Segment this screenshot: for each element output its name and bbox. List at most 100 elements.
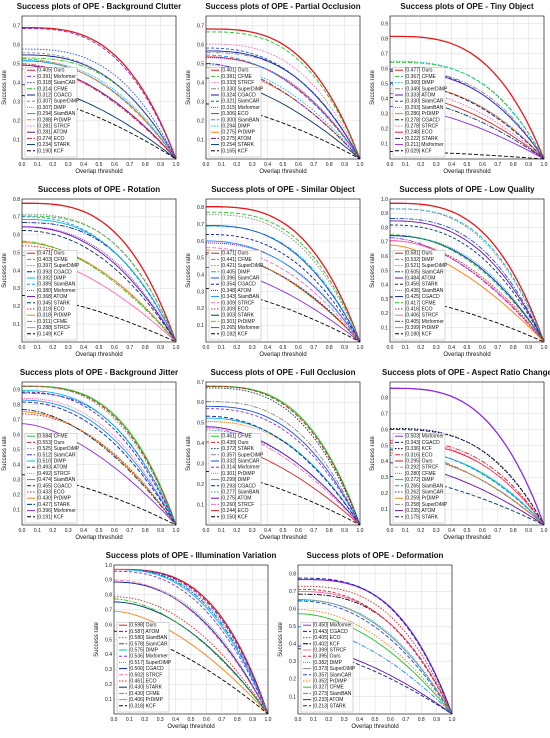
x-tick-label: 1.0	[357, 345, 364, 351]
x-tick-label: 0.4	[264, 345, 271, 351]
series-line	[206, 233, 361, 343]
y-tick-label: 0.2	[13, 304, 20, 310]
x-tick-label: 0.6	[295, 162, 302, 168]
x-axis-label: Overlap threshold	[75, 352, 122, 358]
y-tick-label: 0.4	[13, 463, 20, 469]
x-tick-label: 0.2	[325, 717, 332, 723]
y-tick-label: 0.7	[197, 23, 204, 29]
legend-entry: [0.165] KCF	[221, 148, 248, 154]
series-line	[22, 392, 177, 526]
legend-entry: [0.395] Ours	[313, 654, 341, 660]
x-tick-label: 1.0	[541, 162, 548, 168]
x-tick-label: 0.0	[19, 345, 26, 351]
y-tick-label: 0.6	[381, 427, 388, 433]
legend-entry: [0.405] Ours	[37, 68, 65, 74]
y-tick-label: 0.7	[13, 23, 20, 29]
y-axis-label: Success rate	[370, 252, 376, 287]
y-axis-label: Success rate	[278, 621, 284, 656]
series-line	[390, 220, 545, 343]
legend-entry: [0.275] ATOM	[221, 496, 251, 502]
y-tick-label: 0.4	[289, 642, 296, 648]
y-tick-label: 0.1	[381, 326, 388, 332]
legend-entry: [0.318] PrDiMP	[37, 313, 72, 319]
plot-frame	[205, 381, 361, 526]
chart-panel: Success plots of OPE - Illumination Vari…	[94, 551, 276, 730]
x-axis-label: Overlap threshold	[443, 169, 490, 175]
legend-entry: [0.327] CFME	[313, 685, 345, 691]
y-tick-label: 0.7	[197, 380, 204, 386]
series-line	[21, 399, 177, 526]
legend-entry: [0.343] SiamBAN	[221, 294, 260, 300]
y-tick-label: 0.5	[105, 637, 112, 643]
x-tick-label: 0.5	[280, 528, 287, 534]
series-line	[206, 385, 361, 526]
legend-entry: [0.450] Mixformer	[313, 623, 352, 629]
legend-entry: [0.396] Mixformer	[37, 508, 76, 514]
legend-entry: [0.456] STARK	[405, 282, 439, 288]
legend-entry: [0.248] ECO	[405, 130, 433, 136]
y-tick-label: 0.2	[197, 119, 204, 125]
x-tick-label: 0.0	[203, 162, 210, 168]
legend-entry: [0.330] SuperDiMP	[221, 86, 264, 92]
y-tick-label: 0.1	[381, 507, 388, 513]
chart-panel: Success plots of OPE - Background Jitter…	[2, 368, 180, 541]
x-tick-label: 0.3	[249, 162, 256, 168]
series-line	[113, 610, 269, 715]
y-tick-label: 0.3	[13, 478, 20, 484]
series-line	[21, 216, 177, 343]
y-tick-label: 0.1	[197, 502, 204, 508]
series-line	[206, 415, 361, 526]
x-tick-label: 0.1	[402, 345, 409, 351]
plot-frame	[205, 198, 361, 343]
x-tick-label: 0.7	[494, 345, 501, 351]
series-line	[390, 235, 545, 343]
legend-entry: [0.492] STRCF	[37, 471, 70, 477]
y-tick-label: 0.5	[197, 61, 204, 67]
legend-entry: [0.512] SiamCAR	[37, 452, 76, 458]
series-line	[390, 60, 545, 160]
y-tick-label: 0.1	[289, 694, 296, 700]
legend-entry: [0.506] CGACD	[129, 666, 164, 672]
legend-entry: [0.244] ECO	[221, 508, 249, 514]
legend-entry: [0.477] Ours	[405, 68, 433, 74]
series-line	[389, 237, 545, 343]
y-tick-label: 0.8	[381, 225, 388, 231]
y-tick-label: 0.6	[289, 607, 296, 613]
y-tick-label: 0.3	[13, 100, 20, 106]
y-tick-label: 0.1	[197, 138, 204, 144]
series-line	[22, 202, 177, 343]
y-tick-label: 0.2	[13, 119, 20, 125]
legend-entry: [0.294] SiamBAN	[37, 111, 76, 117]
series-line	[206, 47, 361, 160]
x-tick-label: 0.6	[203, 717, 210, 723]
legend-entry: [0.436] SiamBAN	[405, 288, 444, 294]
legend-entry: [0.311] CFME	[37, 319, 68, 325]
legend-entry: [0.405] Mixformer	[405, 319, 444, 325]
x-tick-label: 0.8	[418, 717, 425, 723]
x-tick-label: 0.8	[326, 345, 333, 351]
x-tick-label: 0.3	[249, 345, 256, 351]
chart-title: Success plots of OPE - Deformation	[307, 551, 444, 560]
legend-entry: [0.405] DiMP	[221, 269, 251, 275]
x-tick-label: 0.0	[111, 717, 118, 723]
x-tick-label: 0.8	[510, 162, 517, 168]
legend-entry: [0.286] PrDiMP	[405, 111, 440, 117]
chart-title: Success plots of OPE - Partial Occlusion	[205, 2, 360, 11]
x-axis-label: Overlap threshold	[75, 535, 122, 541]
legend-entry: [0.278] STRCF	[405, 124, 438, 130]
x-tick-label: 1.0	[541, 528, 548, 534]
series-line	[206, 387, 361, 526]
legend-entry: [0.307] DiMP	[37, 105, 67, 111]
series-line	[114, 581, 269, 715]
legend-entry: [0.149] KCF	[37, 331, 64, 337]
chart-title: Success plots of OPE - Rotation	[38, 185, 160, 194]
legend-entry: [0.396] SiamCAR	[221, 276, 260, 282]
series-line	[390, 234, 545, 343]
legend-entry: [0.357] SiamCAR	[313, 672, 352, 678]
legend-entry: [0.272] DiMP	[405, 477, 435, 483]
plot-frame	[205, 15, 361, 160]
x-tick-label: 0.9	[341, 528, 348, 534]
chart-title: Success plots of OPE - Low Quality	[399, 185, 535, 194]
y-axis-label: Success rate	[370, 435, 376, 470]
x-tick-label: 0.3	[341, 717, 348, 723]
